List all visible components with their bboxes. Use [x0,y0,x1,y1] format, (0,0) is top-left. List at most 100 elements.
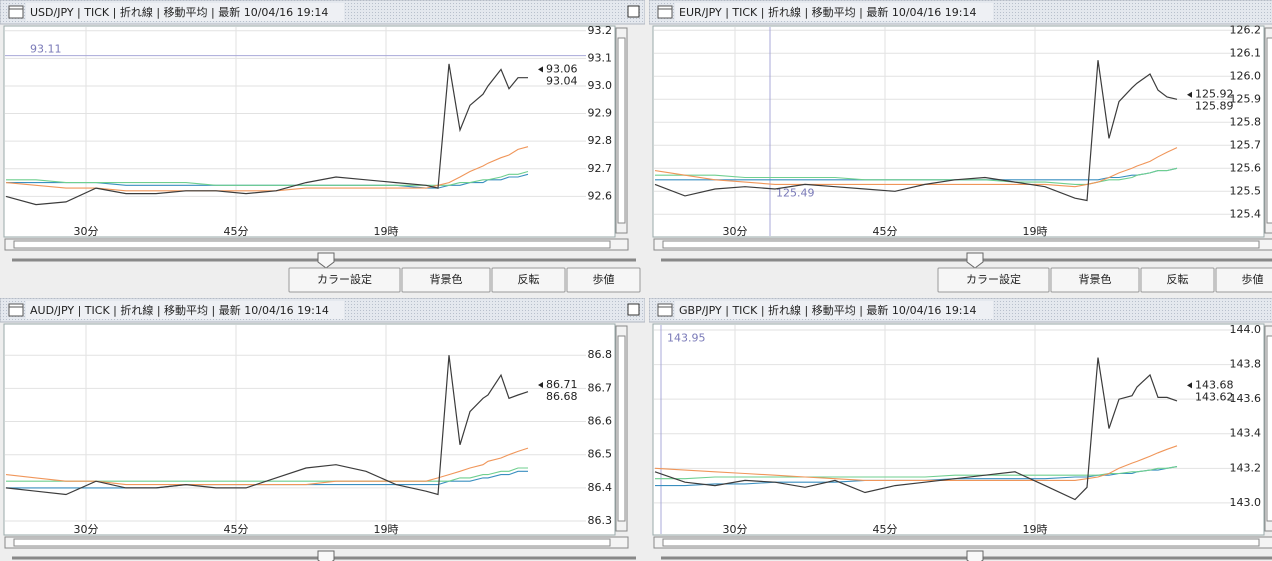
zoom-thumb[interactable] [317,252,335,269]
y-tick-label: 143.8 [1230,358,1262,371]
expand-icon[interactable] [627,303,640,316]
y-tick-label: 144.0 [1230,323,1262,336]
price-label: 125.89 [1195,100,1234,113]
button[interactable] [491,267,566,293]
title-text-bg [675,3,993,21]
series-line [5,447,529,486]
y-tick-label: 93.2 [588,24,613,37]
reference-label: 125.49 [776,187,815,200]
button[interactable] [401,267,491,293]
y-tick-label: 93.0 [588,79,613,92]
price-label: 125.92 [1195,88,1234,101]
horizontal-scroll-thumb[interactable] [662,240,1260,249]
series-line [5,63,528,206]
y-tick-label: 125.7 [1230,138,1262,151]
window-icon [657,5,673,19]
vertical-scroll-thumb[interactable] [617,37,626,224]
series-line [5,146,529,192]
expand-icon[interactable] [627,5,640,18]
y-tick-label: 93.1 [588,51,613,64]
x-tick-label: 30分 [723,225,748,238]
button-label[interactable]: 背景色 [1079,272,1112,286]
vertical-scroll-thumb[interactable] [1266,335,1272,522]
plot-area [652,25,1265,238]
zoom-thumb[interactable] [966,252,984,269]
y-tick-label: 126.1 [1230,46,1262,59]
series-line [654,357,1178,501]
chart-panel: EUR/JPY | TICK | 折れ線 | 移動平均 | 最新 10/04/1… [649,0,1272,295]
price-label: 93.06 [546,62,578,75]
price-label: 143.62 [1195,390,1234,403]
y-tick-label: 143.6 [1230,392,1262,405]
vertical-scroll-thumb[interactable] [1266,37,1272,224]
y-tick-label: 125.6 [1230,161,1262,174]
series-line [5,355,529,496]
panel-title: GBP/JPY | TICK | 折れ線 | 移動平均 | 最新 10/04/1… [679,303,977,317]
x-tick-label: 19時 [1023,225,1048,238]
x-tick-label: 45分 [224,523,249,536]
vertical-scroll-thumb[interactable] [617,335,626,522]
x-tick-label: 30分 [74,523,99,536]
horizontal-scroll-thumb[interactable] [662,538,1260,547]
button-label[interactable]: 背景色 [430,272,463,286]
chart-panel: USD/JPY | TICK | 折れ線 | 移動平均 | 最新 10/04/1… [0,0,645,295]
price-pointer [538,66,543,73]
button[interactable] [1215,267,1272,293]
y-tick-label: 92.6 [588,189,613,202]
button[interactable] [566,267,641,293]
reference-label: 93.11 [30,43,62,56]
horizontal-scroll-thumb[interactable] [13,538,611,547]
panel-title: EUR/JPY | TICK | 折れ線 | 移動平均 | 最新 10/04/1… [679,5,976,19]
y-tick-label: 92.9 [588,107,613,120]
button[interactable] [288,267,401,293]
price-pointer [1187,382,1192,389]
x-tick-label: 19時 [374,225,399,238]
y-tick-label: 125.9 [1230,92,1262,105]
series-line [6,170,529,186]
window-icon [8,303,24,317]
y-tick-label: 125.4 [1230,207,1262,220]
y-tick-label: 125.8 [1230,115,1262,128]
zoom-thumb[interactable] [966,550,984,561]
y-tick-label: 92.7 [588,162,613,175]
y-tick-label: 125.5 [1230,184,1262,197]
plot-area [3,25,616,238]
button-label[interactable]: 反転 [518,273,540,286]
plot-area [652,323,1265,536]
y-tick-label: 143.2 [1230,461,1262,474]
chart: AUD/JPY | TICK | 折れ線 | 移動平均 | 最新 10/04/1… [0,298,645,561]
window-icon [8,5,24,19]
button-label[interactable]: カラー設定 [317,272,372,286]
button-label[interactable]: 歩値 [1242,272,1264,286]
button-label[interactable]: カラー設定 [966,272,1021,286]
y-tick-label: 143.4 [1230,427,1262,440]
price-pointer [538,382,543,389]
y-tick-label: 86.7 [588,381,613,394]
panel-title: AUD/JPY | TICK | 折れ線 | 移動平均 | 最新 10/04/1… [30,303,329,317]
title-text-bg [26,301,344,319]
x-tick-label: 19時 [1023,523,1048,536]
chart: USD/JPY | TICK | 折れ線 | 移動平均 | 最新 10/04/1… [0,0,645,293]
button-label[interactable]: 反転 [1167,273,1189,286]
y-tick-label: 86.5 [588,448,613,461]
button[interactable] [1140,267,1215,293]
x-tick-label: 45分 [873,225,898,238]
price-label: 86.71 [546,378,578,391]
zoom-thumb[interactable] [317,550,335,561]
chart: GBP/JPY | TICK | 折れ線 | 移動平均 | 最新 10/04/1… [649,298,1272,561]
y-tick-label: 126.0 [1230,69,1262,82]
button-label[interactable]: 歩値 [593,272,615,286]
price-label: 143.68 [1195,378,1234,391]
horizontal-scroll-thumb[interactable] [13,240,611,249]
button[interactable] [1050,267,1140,293]
y-tick-label: 86.6 [588,415,613,428]
panel-title: USD/JPY | TICK | 折れ線 | 移動平均 | 最新 10/04/1… [30,5,328,19]
y-tick-label: 126.2 [1230,23,1262,36]
price-label: 86.68 [546,390,578,403]
window-icon [657,303,673,317]
series-line [654,60,1178,202]
y-tick-label: 86.4 [588,481,613,494]
button[interactable] [937,267,1050,293]
reference-label: 143.95 [667,332,706,345]
